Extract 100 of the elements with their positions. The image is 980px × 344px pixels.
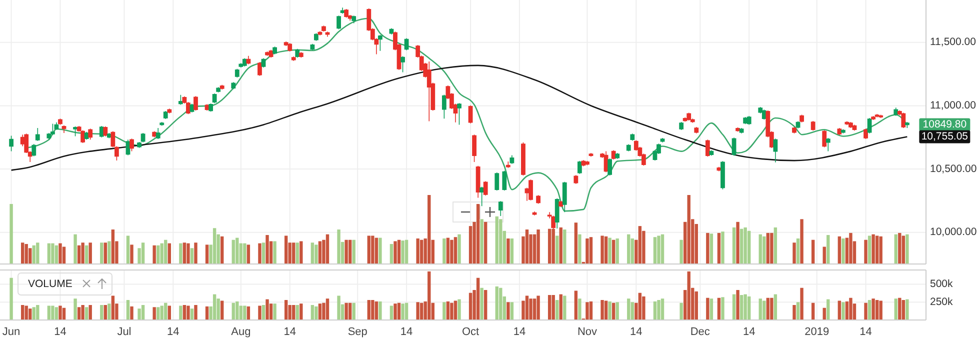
candlestick bbox=[472, 134, 476, 162]
bar bbox=[58, 243, 62, 264]
candlestick bbox=[483, 180, 488, 196]
bar bbox=[616, 238, 619, 264]
bar bbox=[536, 296, 540, 320]
candlestick bbox=[261, 58, 266, 68]
candlestick bbox=[352, 15, 356, 24]
candlestick bbox=[864, 128, 868, 140]
bar bbox=[32, 307, 36, 320]
candlestick bbox=[160, 122, 164, 126]
candlestick bbox=[746, 116, 752, 126]
candlestick bbox=[442, 94, 446, 120]
bar bbox=[194, 242, 198, 264]
bar bbox=[875, 300, 879, 320]
bar bbox=[574, 222, 578, 264]
bar bbox=[894, 234, 898, 264]
bar bbox=[600, 236, 604, 264]
bar bbox=[630, 302, 634, 320]
bar bbox=[736, 222, 740, 264]
bar bbox=[108, 304, 111, 320]
bar bbox=[442, 302, 446, 320]
bar bbox=[826, 235, 830, 264]
bar bbox=[401, 304, 404, 320]
bar bbox=[506, 238, 510, 264]
candlestick bbox=[521, 142, 526, 176]
bar bbox=[612, 240, 616, 264]
bar bbox=[326, 298, 330, 320]
bar bbox=[442, 238, 446, 264]
y-tick-label: 11,000.00 bbox=[930, 100, 976, 112]
bar bbox=[736, 290, 740, 320]
bar bbox=[390, 244, 394, 264]
bar bbox=[762, 236, 766, 264]
candlestick bbox=[476, 165, 480, 198]
bar bbox=[556, 300, 559, 320]
bar bbox=[706, 298, 710, 320]
bar bbox=[266, 299, 269, 320]
bar bbox=[687, 271, 690, 320]
bar bbox=[906, 299, 909, 320]
bar bbox=[77, 245, 81, 264]
bar bbox=[616, 302, 619, 320]
bar bbox=[186, 306, 190, 320]
bar bbox=[468, 292, 472, 320]
bar bbox=[653, 237, 657, 264]
bar bbox=[484, 222, 488, 264]
bar bbox=[845, 301, 849, 320]
bar bbox=[77, 307, 81, 320]
candlestick bbox=[871, 116, 876, 120]
bar bbox=[141, 305, 145, 320]
y-tick-label: 500k bbox=[930, 278, 954, 290]
bar bbox=[838, 300, 842, 320]
candlestick bbox=[562, 181, 567, 212]
candlestick bbox=[152, 130, 157, 138]
bar bbox=[525, 296, 529, 320]
bar bbox=[906, 234, 909, 264]
candlestick bbox=[810, 120, 816, 132]
candlestick bbox=[62, 124, 66, 134]
bar bbox=[552, 295, 555, 320]
bar bbox=[428, 271, 431, 320]
bar bbox=[284, 300, 288, 320]
bar bbox=[100, 305, 104, 320]
candlestick bbox=[340, 7, 345, 14]
bar bbox=[179, 306, 182, 320]
bar bbox=[47, 306, 51, 320]
candlestick bbox=[242, 58, 247, 67]
bar bbox=[397, 240, 401, 264]
bar bbox=[160, 243, 164, 264]
bar bbox=[687, 195, 690, 264]
bar bbox=[721, 297, 724, 320]
bar bbox=[902, 236, 906, 264]
x-tick-label: 14 bbox=[742, 326, 756, 338]
y-tick-label: 11,500.00 bbox=[930, 36, 976, 48]
bar bbox=[879, 300, 882, 320]
bar bbox=[868, 300, 872, 320]
bar bbox=[766, 232, 770, 264]
bar bbox=[627, 298, 630, 320]
bar bbox=[292, 305, 296, 320]
bar bbox=[220, 300, 224, 320]
bar bbox=[762, 300, 766, 320]
candlestick bbox=[457, 102, 462, 126]
bar bbox=[548, 295, 552, 320]
candlestick bbox=[626, 144, 631, 152]
bar bbox=[84, 307, 88, 320]
bar bbox=[586, 238, 589, 264]
bar bbox=[138, 308, 141, 320]
bar bbox=[660, 234, 664, 264]
bar bbox=[164, 302, 168, 320]
bar bbox=[47, 243, 51, 264]
bar bbox=[318, 241, 322, 264]
candlestick bbox=[536, 194, 540, 204]
bar bbox=[36, 305, 40, 320]
bar bbox=[529, 298, 532, 320]
bar bbox=[796, 238, 800, 264]
bar bbox=[258, 306, 262, 320]
bar bbox=[747, 230, 751, 264]
bar bbox=[51, 306, 54, 320]
candlestick bbox=[705, 139, 710, 158]
candlestick bbox=[679, 122, 684, 130]
bar bbox=[344, 302, 348, 320]
bar bbox=[314, 244, 318, 264]
candlestick bbox=[694, 126, 699, 134]
